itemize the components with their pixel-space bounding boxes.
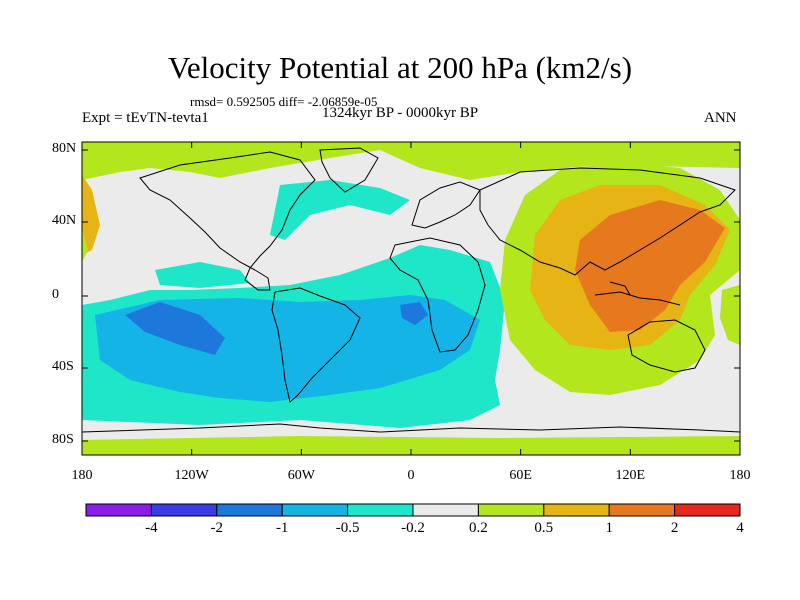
lon-tick-label: 120E xyxy=(615,468,646,483)
colorbar-label: 4 xyxy=(736,520,744,536)
colorbar-swatch xyxy=(281,503,349,517)
colorbar-label: -0.5 xyxy=(335,520,360,536)
colorbar-swatch xyxy=(216,503,283,517)
colorbar-swatch xyxy=(412,503,479,517)
colorbar-label: 2 xyxy=(670,520,679,536)
lon-tick-label: 60E xyxy=(509,468,532,483)
lat-tick-label: 80N xyxy=(52,141,77,156)
colorbar-swatch xyxy=(477,503,545,517)
colorbar-label: 0.2 xyxy=(469,520,488,536)
lon-tick-label: 60W xyxy=(287,468,315,483)
lon-tick-label: 120W xyxy=(174,468,209,483)
colorbar-label: 0.5 xyxy=(534,520,554,536)
lat-tick-label: 40S xyxy=(52,359,74,374)
colorbar xyxy=(85,503,741,517)
colorbar-label: -4 xyxy=(145,520,158,536)
lon-tick-marks xyxy=(81,142,741,455)
colorbar-label: 1 xyxy=(605,520,613,536)
colorbar-swatch xyxy=(85,503,152,517)
lat-tick-marks xyxy=(82,149,740,442)
season-label: ANN xyxy=(704,110,737,126)
experiment-label: Expt = tEvTN-tevta1 xyxy=(82,110,209,126)
stats-text: rmsd= 0.592505 diff= -2.06859e-05 xyxy=(190,94,378,109)
map-title: Velocity Potential at 200 hPa (km2/s) xyxy=(167,50,633,85)
colorbar-swatch xyxy=(608,503,676,517)
colorbar-swatch xyxy=(674,503,741,517)
coastlines xyxy=(82,147,740,433)
map-field xyxy=(82,142,740,455)
lon-tick-label: 180 xyxy=(729,468,751,483)
period-text: 1324kyr BP - 0000kyr BP xyxy=(322,105,479,121)
colorbar-swatch xyxy=(543,503,610,517)
colorbar-label: -2 xyxy=(210,520,224,536)
colorbar-label: -0.2 xyxy=(401,520,425,536)
colorbar-swatch xyxy=(150,503,218,517)
colorbar-swatch xyxy=(347,503,414,517)
lat-tick-label: 0 xyxy=(52,287,59,302)
lon-tick-label: 180 xyxy=(71,468,93,483)
lat-tick-label: 40N xyxy=(52,213,77,228)
colorbar-label: -1 xyxy=(275,520,289,536)
lat-tick-label: 80S xyxy=(52,432,74,447)
lon-tick-label: 0 xyxy=(407,468,415,483)
